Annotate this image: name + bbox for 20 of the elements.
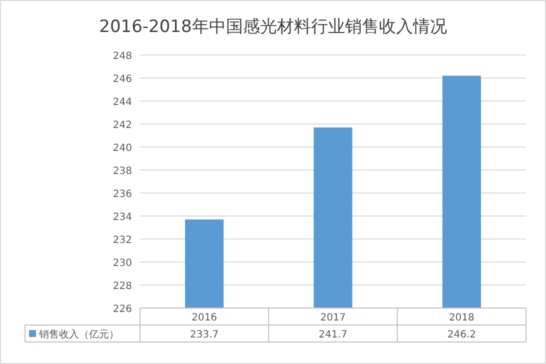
legend-label: 销售收入（亿元） — [38, 328, 119, 340]
y-tick-label: 238 — [112, 166, 132, 177]
y-tick-label: 236 — [112, 189, 132, 200]
x-tick-label: 2018 — [448, 312, 474, 324]
y-tick-label: 226 — [112, 304, 132, 315]
y-tick-label: 240 — [112, 143, 132, 154]
data-label: 241.7 — [318, 330, 348, 340]
x-tick-label: 2017 — [320, 312, 346, 324]
y-tick-label: 244 — [112, 97, 132, 108]
x-tick-label: 2016 — [192, 312, 218, 324]
y-tick-label: 230 — [112, 258, 132, 269]
y-tick-label: 248 — [112, 51, 132, 62]
chart-title: 2016-2018年中国感光材料行业销售收入情况 — [99, 17, 447, 37]
data-label: 246.2 — [447, 330, 476, 340]
data-label: 233.7 — [190, 330, 219, 340]
y-tick-label: 228 — [112, 281, 132, 292]
y-tick-label: 234 — [112, 212, 132, 223]
y-tick-label: 246 — [112, 74, 132, 85]
y-tick-label: 242 — [112, 120, 132, 131]
y-tick-label: 232 — [112, 235, 132, 246]
